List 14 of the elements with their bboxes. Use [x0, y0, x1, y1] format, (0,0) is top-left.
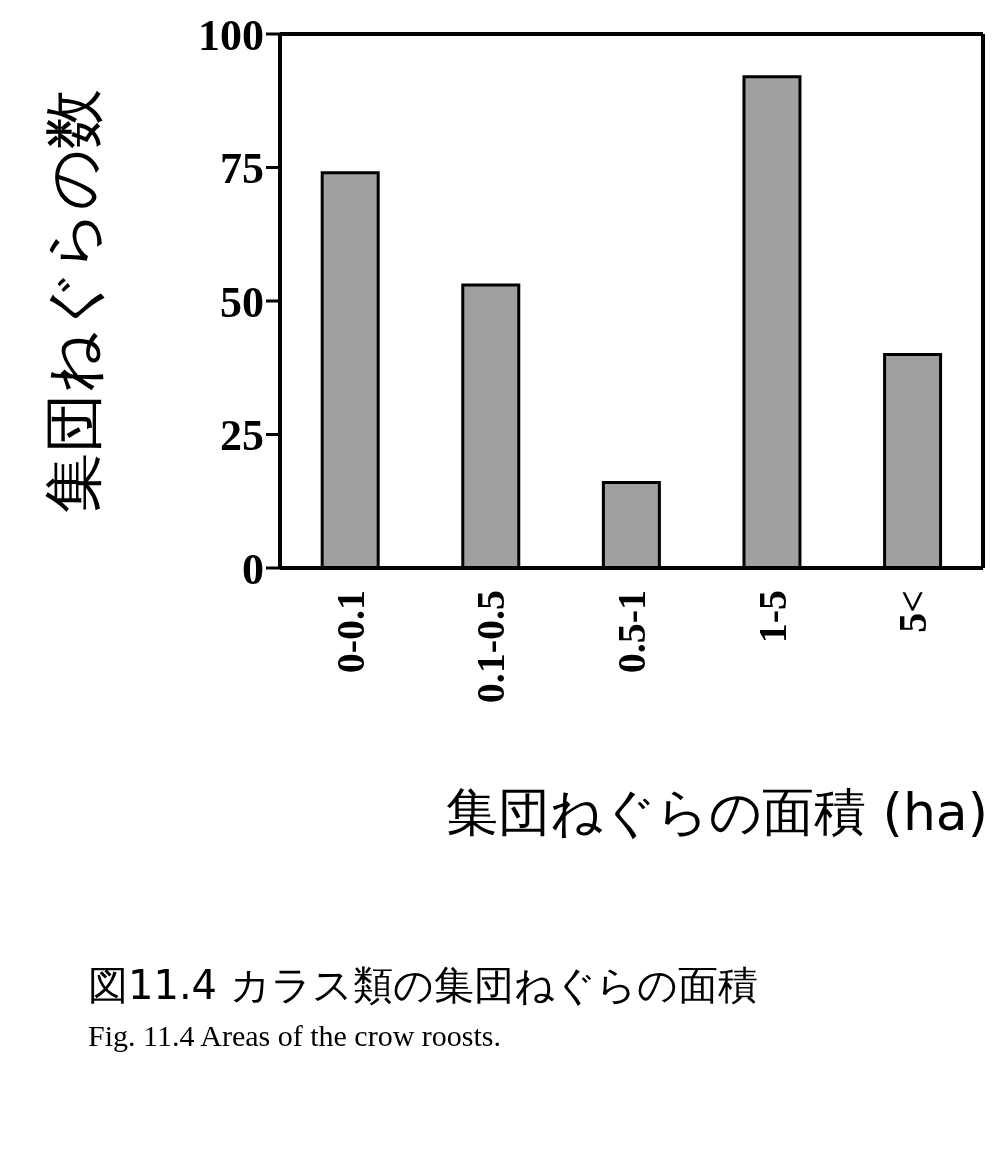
x-tick-label: 0.5-1: [609, 590, 654, 674]
y-tick-label: 25: [220, 411, 264, 461]
x-axis-title: 集団ねぐらの面積 (ha): [445, 781, 989, 844]
caption: Fig. 11.4 Areas of the crow roosts.: [88, 1019, 502, 1053]
y-tick-label: 0: [242, 544, 264, 594]
x-tick-label: 5<: [890, 590, 936, 633]
y-tick-label: 75: [220, 144, 264, 194]
y-tick-label: 100: [198, 10, 264, 60]
y-axis-title: 集団ねぐらの数: [38, 89, 109, 513]
x-tick-label: 1-5: [749, 590, 795, 644]
y-tick-label: 50: [220, 277, 264, 327]
x-tick-label: 0-0.1: [327, 590, 373, 674]
x-tick-label: 0.1-0.5: [468, 590, 514, 704]
caption: 図11.4 カラス類の集団ねぐらの面積: [88, 961, 759, 1010]
